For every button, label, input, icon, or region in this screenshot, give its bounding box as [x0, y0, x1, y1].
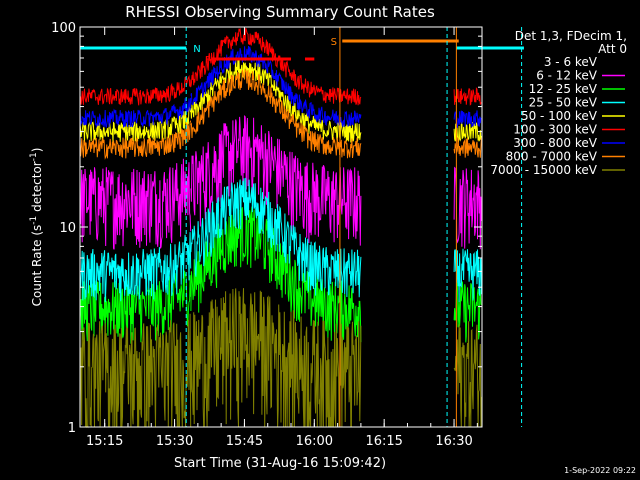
- y-label-sup-2: -1: [29, 152, 39, 161]
- x-tick-label-2: 15:45: [226, 434, 263, 449]
- series-1-line-0: [79, 158, 192, 250]
- timestamp: 1-Sep-2022 09:22: [564, 466, 636, 475]
- series-1-line-3: [453, 166, 482, 250]
- series-3-line-1: [190, 197, 222, 277]
- series-8-line-1: [190, 299, 222, 428]
- x-tick-label-0: 15:15: [86, 434, 123, 449]
- series-8-line-2: [220, 288, 362, 428]
- series-3-line-2: [220, 177, 362, 298]
- legend-title-line-1: Det 1,3, FDecim 1,: [515, 29, 627, 43]
- x-tick-label-3: 16:00: [296, 434, 333, 449]
- legend-label-5: 100 - 300 keV: [513, 123, 597, 137]
- series-1-line-1: [190, 133, 222, 227]
- legend-label-4: 50 - 100 keV: [521, 109, 598, 123]
- legend-label-3: 25 - 50 keV: [529, 96, 598, 110]
- series-8-line-0: [79, 313, 192, 429]
- series-6-line-3: [453, 110, 482, 129]
- y-label-sup-1: -1: [29, 216, 39, 225]
- series-3: [79, 177, 482, 303]
- series-5-line-3: [453, 87, 482, 106]
- series-6-line-2: [220, 45, 362, 128]
- legend-label-6: 300 - 800 keV: [513, 136, 597, 150]
- series-6: [79, 45, 482, 129]
- series-8: [79, 288, 482, 429]
- y-label-part-1: Count Rate (s: [30, 225, 44, 307]
- flag-n-label: N: [193, 44, 200, 55]
- legend-title-line-2: Att 0: [598, 42, 627, 56]
- series-2-line-3: [453, 281, 482, 343]
- chart-title: RHESSI Observing Summary Count Rates: [125, 3, 435, 21]
- series-0-line-0: [79, 240, 192, 366]
- series-7: [79, 69, 482, 160]
- legend-label-8: 7000 - 15000 keV: [490, 163, 597, 177]
- legend-label-7: 800 - 7000 keV: [506, 150, 598, 164]
- legend-label-1: 6 - 12 keV: [536, 69, 598, 83]
- series-5-line-0: [79, 74, 192, 106]
- series-2-line-1: [190, 223, 222, 313]
- series-6-line-0: [79, 97, 192, 128]
- y-label-part-2: detector: [30, 161, 44, 216]
- x-tick-label-1: 15:30: [156, 434, 193, 449]
- series-1: [79, 115, 482, 250]
- x-tick-label-4: 16:15: [365, 434, 402, 449]
- series-6-line-1: [190, 60, 222, 106]
- series-4-line-0: [79, 106, 192, 143]
- series-7-line-0: [79, 120, 192, 160]
- y-tick-label-0: 1: [68, 421, 76, 436]
- y-label-part-3: ): [30, 148, 44, 153]
- x-tick-label-5: 16:30: [435, 434, 472, 449]
- legend-label-2: 12 - 25 keV: [529, 82, 598, 96]
- series-7-line-1: [190, 84, 222, 139]
- series-4: [79, 59, 482, 143]
- y-axis-label: Count Rate (s-1 detector-1): [29, 148, 44, 307]
- legend-label-0: 3 - 6 keV: [544, 55, 598, 69]
- flag-f-label: F: [205, 55, 211, 66]
- x-axis-label: Start Time (31-Aug-16 15:09:42): [174, 456, 386, 471]
- series-7-line-3: [453, 137, 482, 158]
- flag-s-label: S: [331, 37, 337, 48]
- y-tick-label-1: 10: [59, 221, 76, 236]
- series-8-line-3: [453, 321, 482, 428]
- series-3-line-3: [453, 248, 482, 303]
- y-tick-label-2: 100: [51, 21, 76, 36]
- series-7-line-2: [220, 69, 362, 159]
- series-1-line-2: [220, 115, 362, 246]
- series-3-line-0: [79, 232, 192, 303]
